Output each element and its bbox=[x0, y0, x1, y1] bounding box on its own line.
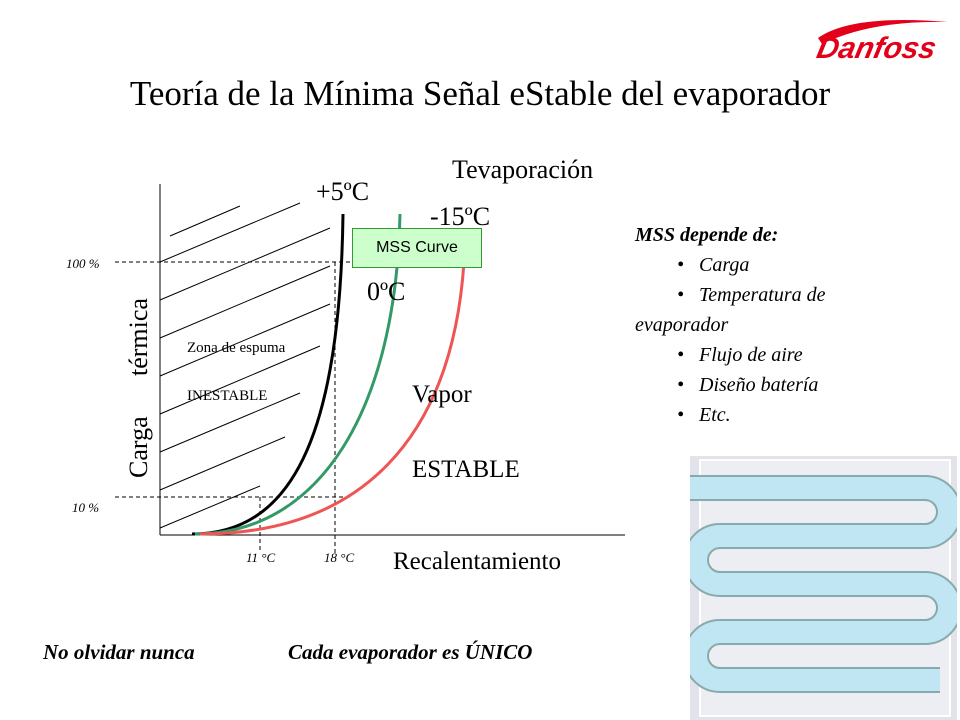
list-item: • Flujo de aire bbox=[677, 344, 803, 366]
tick-11: 11 °C bbox=[246, 550, 275, 565]
zone-stable-2: ESTABLE bbox=[412, 456, 520, 483]
y-axis-label-1: Carga bbox=[124, 416, 153, 478]
footer-right: Cada evaporador es ÚNICO bbox=[288, 640, 533, 664]
evaporator-image bbox=[690, 456, 957, 720]
zone-unstable-2: INESTABLE bbox=[187, 388, 267, 404]
zone-unstable-1: Zona de espuma bbox=[187, 340, 286, 356]
list-item: • Temperatura de evaporador bbox=[635, 284, 826, 336]
footer-left: No olvidar nunca bbox=[43, 640, 195, 664]
y-axis-label-2: térmica bbox=[124, 298, 153, 376]
guide-lines bbox=[115, 261, 352, 553]
hatch-lines bbox=[159, 202, 331, 529]
tick-100: 100 % bbox=[66, 256, 100, 271]
curve-minus15 bbox=[199, 261, 466, 536]
axes bbox=[159, 184, 625, 536]
curve-0 bbox=[194, 213, 402, 536]
list-item: • Carga bbox=[677, 254, 750, 276]
list-item: • Etc. bbox=[677, 404, 731, 426]
list-item: • Diseño batería bbox=[677, 374, 819, 396]
x-axis-label: Recalentamiento bbox=[393, 548, 561, 575]
zone-stable-1: Vapor bbox=[412, 381, 472, 408]
page-title: Teoría de la Mínima Señal eStable del ev… bbox=[129, 74, 831, 113]
logo-text: Danfoss bbox=[814, 32, 939, 65]
curve-plus5 bbox=[191, 213, 345, 536]
tick-10: 10 % bbox=[72, 500, 99, 515]
legend-title: Tevaporación bbox=[452, 155, 593, 184]
tick-18: 18 °C bbox=[324, 550, 354, 565]
mss-factors-list: MSS depende de: • Carga • Temperatura de ev… bbox=[635, 220, 825, 430]
label-minus15: -15ºC bbox=[430, 202, 490, 231]
label-0: 0ºC bbox=[367, 277, 405, 306]
danfoss-logo: Danfoss bbox=[814, 20, 948, 65]
label-plus5: +5ºC bbox=[316, 177, 369, 206]
list-header: MSS depende de: bbox=[635, 224, 779, 246]
mss-curve-box: MSS Curve bbox=[352, 228, 482, 268]
